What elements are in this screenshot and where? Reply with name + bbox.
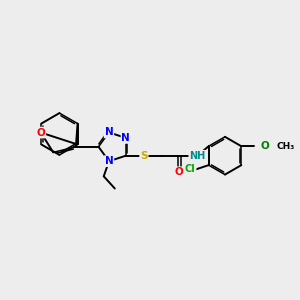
Text: Cl: Cl [185, 164, 196, 175]
Text: O: O [175, 167, 184, 177]
Text: S: S [140, 151, 148, 161]
Text: O: O [260, 141, 269, 151]
Text: CH₃: CH₃ [276, 142, 294, 151]
Text: N: N [105, 156, 113, 166]
Text: O: O [37, 128, 45, 138]
Text: N: N [122, 133, 130, 143]
Text: N: N [105, 128, 113, 137]
Text: NH: NH [189, 151, 206, 161]
